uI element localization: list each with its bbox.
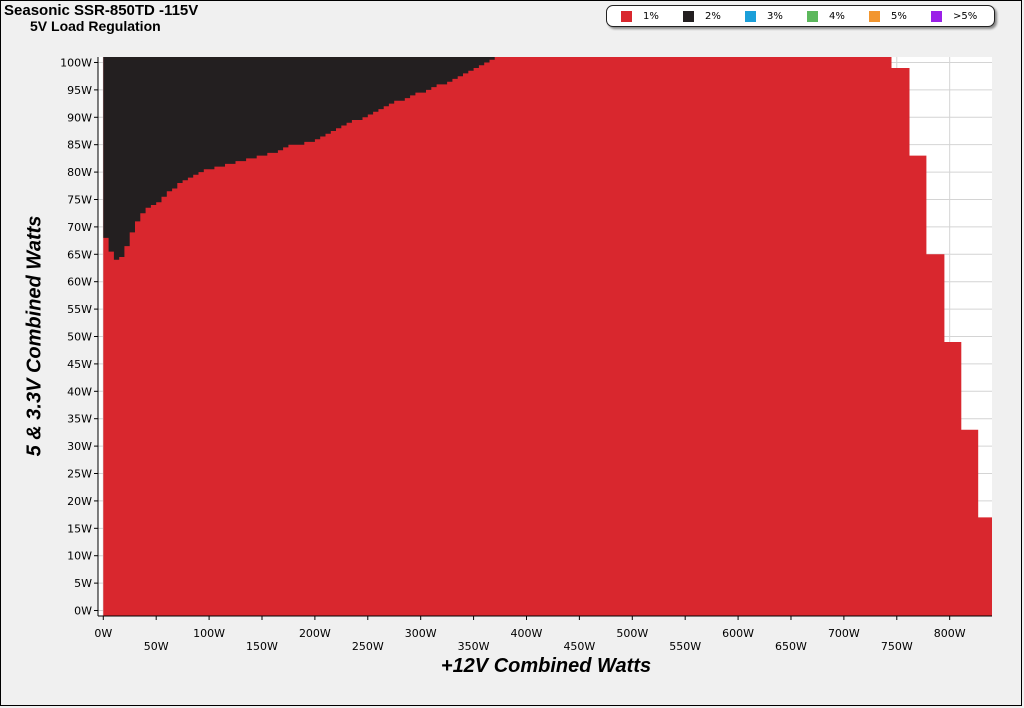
y-tick-label: 75W: [67, 193, 92, 206]
y-tick-label: 15W: [67, 522, 92, 535]
legend-label: >5%: [953, 10, 978, 22]
legend-item: 4%: [807, 9, 845, 23]
x-tick-label: 150W: [246, 640, 278, 653]
x-tick-label: 250W: [352, 640, 384, 653]
y-tick-label: 90W: [67, 111, 92, 124]
x-tick-label: 650W: [775, 640, 807, 653]
y-tick-label: 45W: [67, 358, 92, 371]
x-tick-label: 600W: [722, 627, 754, 640]
y-tick-label: 5W: [74, 577, 92, 590]
x-tick-label: 350W: [458, 640, 490, 653]
legend-label: 1%: [643, 10, 659, 22]
y-tick-label: 80W: [67, 166, 92, 179]
y-tick-label: 40W: [67, 385, 92, 398]
y-tick-label: 30W: [67, 440, 92, 453]
x-tick-label: 100W: [193, 627, 225, 640]
region-2pct: [103, 57, 501, 260]
x-tick-label: 50W: [144, 640, 169, 653]
chart-subtitle: 5V Load Regulation: [30, 18, 161, 34]
legend-swatch: [931, 10, 942, 22]
x-tick-label: 800W: [934, 627, 966, 640]
legend-swatch: [745, 10, 756, 22]
x-tick-label: 400W: [511, 627, 543, 640]
x-tick-label: 750W: [881, 640, 913, 653]
y-tick-label: 95W: [67, 84, 92, 97]
y-tick-label: 25W: [67, 468, 92, 481]
legend-label: 2%: [705, 10, 721, 22]
y-tick-label: 50W: [67, 331, 92, 344]
y-tick-label: 20W: [67, 495, 92, 508]
x-tick-label: 550W: [669, 640, 701, 653]
y-tick-label: 60W: [67, 276, 92, 289]
legend-item: 1%: [621, 9, 659, 23]
legend-item: 2%: [683, 9, 721, 23]
x-tick-label: 200W: [299, 627, 331, 640]
x-tick-label: 700W: [828, 627, 860, 640]
x-tick-label: 0W: [94, 627, 112, 640]
region-1pct: [103, 57, 993, 616]
y-tick-label: 0W: [74, 605, 92, 618]
y-tick-label: 35W: [67, 413, 92, 426]
x-tick-label: 300W: [405, 627, 437, 640]
legend-item: 3%: [745, 9, 783, 23]
legend-swatch: [807, 10, 818, 22]
legend-item: >5%: [931, 9, 977, 23]
y-axis-label: 5 & 3.3V Combined Watts: [23, 215, 46, 457]
y-tick-label: 10W: [67, 550, 92, 563]
x-axis-label: +12V Combined Watts: [440, 655, 652, 677]
legend-swatch: [683, 10, 694, 22]
x-tick-label: 450W: [563, 640, 595, 653]
y-tick-label: 85W: [67, 139, 92, 152]
legend-label: 4%: [829, 10, 845, 22]
legend-item: 5%: [869, 9, 907, 23]
legend-label: 5%: [891, 10, 907, 22]
y-tick-label: 70W: [67, 221, 92, 234]
x-tick-label: 500W: [616, 627, 648, 640]
legend-swatch: [621, 10, 632, 22]
y-tick-label: 100W: [60, 56, 92, 69]
legend-swatch: [869, 10, 880, 22]
chart-title: Seasonic SSR-850TD -115V: [4, 2, 199, 19]
legend-label: 3%: [767, 10, 783, 22]
y-tick-label: 65W: [67, 248, 92, 261]
legend: 1% 2% 3% 4% 5% >5%: [606, 5, 995, 27]
y-tick-label: 55W: [67, 303, 92, 316]
